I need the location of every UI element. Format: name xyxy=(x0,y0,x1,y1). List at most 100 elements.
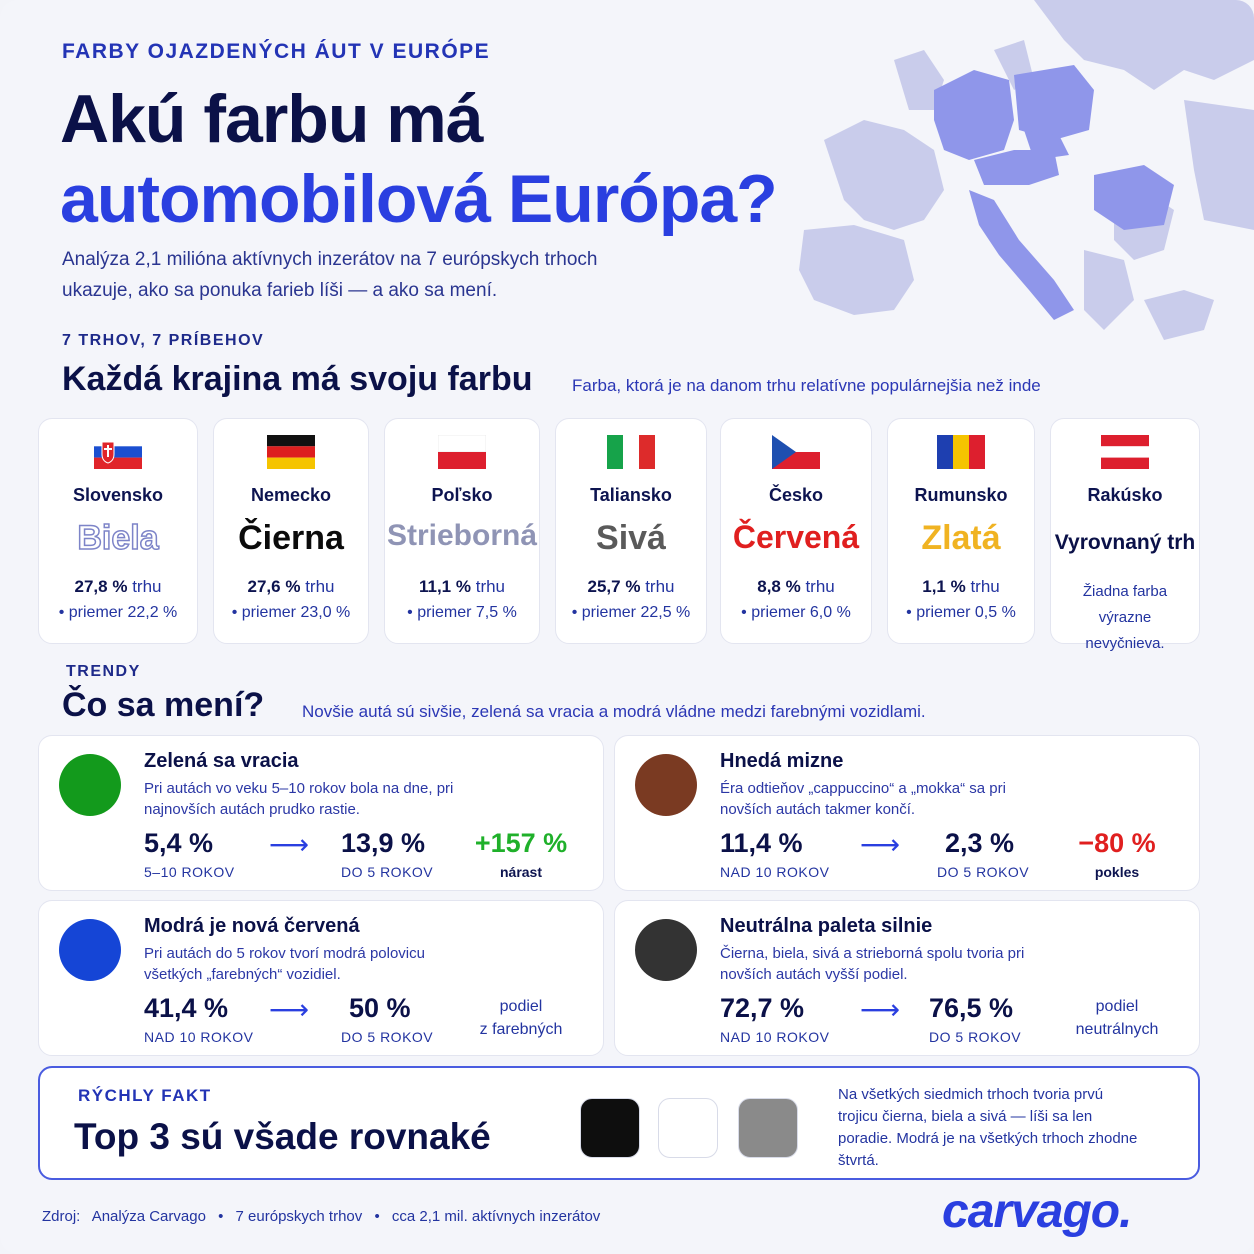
brown-dot-icon xyxy=(635,754,697,816)
country-average: • priemer 22,2 % xyxy=(58,604,178,621)
country-name: Rakúsko xyxy=(1087,485,1163,505)
country-card-cesko: Česko Červená 8,8 % trhu • priemer 6,0 % xyxy=(720,418,872,644)
country-color: Čierna xyxy=(238,519,344,557)
trend-title: Neutrálna paleta silnie xyxy=(720,915,933,937)
white-swatch xyxy=(658,1098,718,1158)
arrow-right-icon: ⟶ xyxy=(269,829,310,860)
country-color: Strieborná xyxy=(386,519,538,552)
country-average: • priemer 6,0 % xyxy=(741,604,851,621)
poland-flag-icon xyxy=(438,435,486,469)
trend-change-label: nárast xyxy=(499,864,543,880)
trend-value-new: 2,3 % xyxy=(945,828,1015,858)
trend-value-new: 13,9 % xyxy=(341,828,426,858)
country-stat: 11,1 % trhu xyxy=(418,577,506,596)
dark-gray-dot-icon xyxy=(635,919,697,981)
italy-flag-icon xyxy=(607,435,655,469)
country-stat: 27,8 % trhu xyxy=(74,577,162,596)
country-color: Červená xyxy=(732,519,860,555)
trend-card-green: Zelená sa vracia Pri autách vo veku 5–10… xyxy=(38,735,604,891)
arrow-right-icon: ⟶ xyxy=(860,994,901,1025)
country-note: Žiadna farba výrazne nevyčnieva. xyxy=(1082,583,1168,652)
country-stat: 25,7 % trhu xyxy=(587,577,675,596)
trends-title: Čo sa mení? xyxy=(62,686,265,724)
gray-swatch xyxy=(738,1098,798,1158)
country-card-slovensko: Slovensko Biela 27,8 % trhu • priemer 22… xyxy=(38,418,198,644)
page-title-line1: Akú farbu má xyxy=(60,81,484,157)
country-average: • priemer 23,0 % xyxy=(231,604,351,621)
trend-label-old: 5–10 ROKOV xyxy=(144,864,235,880)
country-stat: 1,1 % trhu xyxy=(922,577,1000,596)
trend-share-label: podiel z farebných xyxy=(479,998,563,1038)
trend-label-old: NAD 10 ROKOV xyxy=(720,1029,830,1045)
trend-title: Modrá je nová červená xyxy=(144,915,360,937)
fact-title: Top 3 sú všade rovnaké xyxy=(74,1116,491,1157)
trend-description: Čierna, biela, sivá a strieborná spolu t… xyxy=(720,945,1025,983)
trend-card-brown: Hnedá mizne Éra odtieňov „cappuccino“ a … xyxy=(614,735,1200,891)
country-average: • priemer 0,5 % xyxy=(906,604,1016,621)
country-average: • priemer 22,5 % xyxy=(571,604,691,621)
arrow-right-icon: ⟶ xyxy=(269,994,310,1025)
czechia-flag-icon xyxy=(772,435,820,469)
trend-share-label: podiel neutrálnych xyxy=(1075,998,1159,1038)
country-name: Taliansko xyxy=(590,485,672,505)
trend-title: Hnedá mizne xyxy=(720,750,844,772)
trend-label-new: DO 5 ROKOV xyxy=(937,864,1030,880)
europe-map xyxy=(799,0,1254,340)
fact-eyebrow: RÝCHLY FAKT xyxy=(78,1086,212,1105)
country-card-rakusko: Rakúsko Vyrovnaný trh Žiadna farba výraz… xyxy=(1050,418,1200,652)
trend-description: Éra odtieňov „cappuccino“ a „mokka“ sa p… xyxy=(720,780,1006,818)
country-name: Nemecko xyxy=(250,485,332,505)
countries-subtitle: Farba, ktorá je na danom trhu relatívne … xyxy=(572,376,1041,395)
trends-eyebrow: TRENDY xyxy=(66,663,141,680)
trends-subtitle: Novšie autá sú sivšie, zelená sa vracia … xyxy=(302,702,926,721)
country-name: Rumunsko xyxy=(914,485,1008,505)
countries-eyebrow: 7 TRHOV, 7 PRÍBEHOV xyxy=(62,332,265,349)
romania-flag-icon xyxy=(937,435,985,469)
header-eyebrow: FARBY OJAZDENÝCH ÁUT V EURÓPE xyxy=(62,40,491,63)
country-color: Sivá xyxy=(596,519,666,557)
quick-fact-box: RÝCHLY FAKT Top 3 sú všade rovnaké Na vš… xyxy=(38,1066,1200,1180)
trend-label-new: DO 5 ROKOV xyxy=(929,1029,1022,1045)
trend-value-old: 11,4 % xyxy=(720,828,803,858)
fact-text: Na všetkých siedmich trhoch tvoria prvú … xyxy=(838,1086,1138,1169)
arrow-right-icon: ⟶ xyxy=(860,829,901,860)
trend-label-new: DO 5 ROKOV xyxy=(341,1029,434,1045)
page-title-line2: automobilová Európa? xyxy=(60,161,778,237)
trend-value-new: 50 % xyxy=(349,993,411,1023)
trend-value-old: 72,7 % xyxy=(720,993,805,1023)
country-color: Zlatá xyxy=(921,519,1001,557)
trend-value-old: 5,4 % xyxy=(144,828,214,858)
country-name: Poľsko xyxy=(431,485,493,505)
austria-flag-icon xyxy=(1101,435,1149,469)
trend-card-blue: Modrá je nová červená Pri autách do 5 ro… xyxy=(38,900,604,1056)
country-average: • priemer 7,5 % xyxy=(407,604,517,621)
country-card-polsko: Poľsko Strieborná 11,1 % trhu • priemer … xyxy=(384,418,540,644)
trend-change: +157 % xyxy=(474,828,568,858)
country-stat: 27,6 % trhu xyxy=(247,577,335,596)
trend-card-neutral: Neutrálna paleta silnie Čierna, biela, s… xyxy=(614,900,1200,1056)
trend-change: −80 % xyxy=(1078,828,1156,858)
trend-title: Zelená sa vracia xyxy=(144,750,299,772)
country-card-rumunsko: Rumunsko Zlatá 1,1 % trhu • priemer 0,5 … xyxy=(887,418,1035,644)
trend-value-old: 41,4 % xyxy=(144,993,229,1023)
blue-dot-icon xyxy=(59,919,121,981)
trend-description: Pri autách vo veku 5–10 rokov bola na dn… xyxy=(144,780,454,818)
separator: • xyxy=(218,1208,224,1225)
source-line: Zdroj: Analýza Carvago • 7 európskych tr… xyxy=(42,1208,608,1225)
trend-label-new: DO 5 ROKOV xyxy=(341,864,434,880)
source-part: cca 2,1 mil. aktívnych inzerátov xyxy=(391,1208,601,1225)
source-label: Zdroj: xyxy=(42,1208,81,1225)
carvago-logo: carvago. xyxy=(942,1185,1132,1238)
country-name: Slovensko xyxy=(72,485,164,505)
source-part: Analýza Carvago xyxy=(91,1208,206,1225)
separator: • xyxy=(374,1208,380,1225)
germany-flag-icon xyxy=(267,435,315,469)
intro-text: Analýza 2,1 milióna aktívnych inzerátov … xyxy=(62,249,598,301)
slovakia-flag-icon xyxy=(94,435,142,469)
trend-label-old: NAD 10 ROKOV xyxy=(144,1029,254,1045)
country-stat: 8,8 % trhu xyxy=(757,577,835,596)
country-card-nemecko: Nemecko Čierna 27,6 % trhu • priemer 23,… xyxy=(213,418,369,644)
trend-change-label: pokles xyxy=(1094,864,1140,880)
trend-label-old: NAD 10 ROKOV xyxy=(720,864,830,880)
